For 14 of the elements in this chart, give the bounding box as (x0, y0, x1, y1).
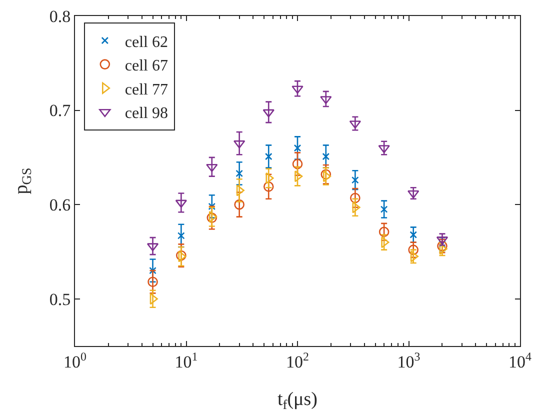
legend-label: cell 77 (124, 81, 168, 98)
x-tick-label: 10$^{4}$ (508, 349, 532, 372)
x-tick-label: 10$^{3}$ (397, 349, 420, 372)
x-tick-label: 10$^{2}$ (286, 349, 310, 372)
y-tick-label: 0.6 (49, 196, 71, 215)
y-tick-label: 0.8 (49, 6, 71, 26)
x-tick-label: 10$^{0}$ (64, 349, 87, 372)
x-axis-title: t$_{f}$(μs) (278, 389, 318, 412)
y-tick-label: 0.7 (49, 101, 72, 120)
legend-label: cell 67 (124, 58, 168, 75)
x-tick-label: 10$^{1}$ (174, 349, 198, 372)
legend-label: cell 62 (124, 34, 168, 51)
y-tick-label: 0.5 (49, 290, 71, 309)
legend-label: cell 98 (124, 105, 168, 122)
